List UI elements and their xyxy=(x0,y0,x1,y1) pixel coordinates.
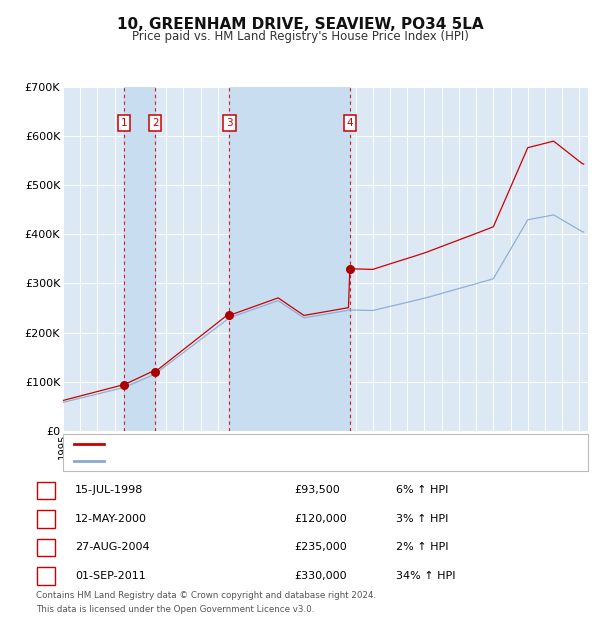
Bar xyxy=(229,87,350,431)
Text: 10, GREENHAM DRIVE, SEAVIEW, PO34 5LA: 10, GREENHAM DRIVE, SEAVIEW, PO34 5LA xyxy=(116,17,484,32)
Text: 01-SEP-2011: 01-SEP-2011 xyxy=(75,571,146,581)
Text: 4: 4 xyxy=(43,571,50,581)
Text: £330,000: £330,000 xyxy=(294,571,347,581)
Text: £93,500: £93,500 xyxy=(294,485,340,495)
Text: 10, GREENHAM DRIVE, SEAVIEW, PO34 5LA (detached house): 10, GREENHAM DRIVE, SEAVIEW, PO34 5LA (d… xyxy=(110,439,430,449)
Text: 3% ↑ HPI: 3% ↑ HPI xyxy=(396,514,448,524)
Text: Contains HM Land Registry data © Crown copyright and database right 2024.: Contains HM Land Registry data © Crown c… xyxy=(36,591,376,601)
Bar xyxy=(124,87,155,431)
Text: 3: 3 xyxy=(43,542,50,552)
Text: 2: 2 xyxy=(43,514,50,524)
Text: HPI: Average price, detached house, Isle of Wight: HPI: Average price, detached house, Isle… xyxy=(110,456,368,466)
Text: 3: 3 xyxy=(226,118,233,128)
Text: 12-MAY-2000: 12-MAY-2000 xyxy=(75,514,147,524)
Text: 6% ↑ HPI: 6% ↑ HPI xyxy=(396,485,448,495)
Text: 4: 4 xyxy=(347,118,353,128)
Text: Price paid vs. HM Land Registry's House Price Index (HPI): Price paid vs. HM Land Registry's House … xyxy=(131,30,469,43)
Text: 34% ↑ HPI: 34% ↑ HPI xyxy=(396,571,455,581)
Text: £235,000: £235,000 xyxy=(294,542,347,552)
Text: 2% ↑ HPI: 2% ↑ HPI xyxy=(396,542,448,552)
Text: 1: 1 xyxy=(121,118,127,128)
Text: This data is licensed under the Open Government Licence v3.0.: This data is licensed under the Open Gov… xyxy=(36,605,314,614)
Text: £120,000: £120,000 xyxy=(294,514,347,524)
Text: 15-JUL-1998: 15-JUL-1998 xyxy=(75,485,143,495)
Text: 27-AUG-2004: 27-AUG-2004 xyxy=(75,542,149,552)
Text: 1: 1 xyxy=(43,485,50,495)
Text: 2: 2 xyxy=(152,118,158,128)
